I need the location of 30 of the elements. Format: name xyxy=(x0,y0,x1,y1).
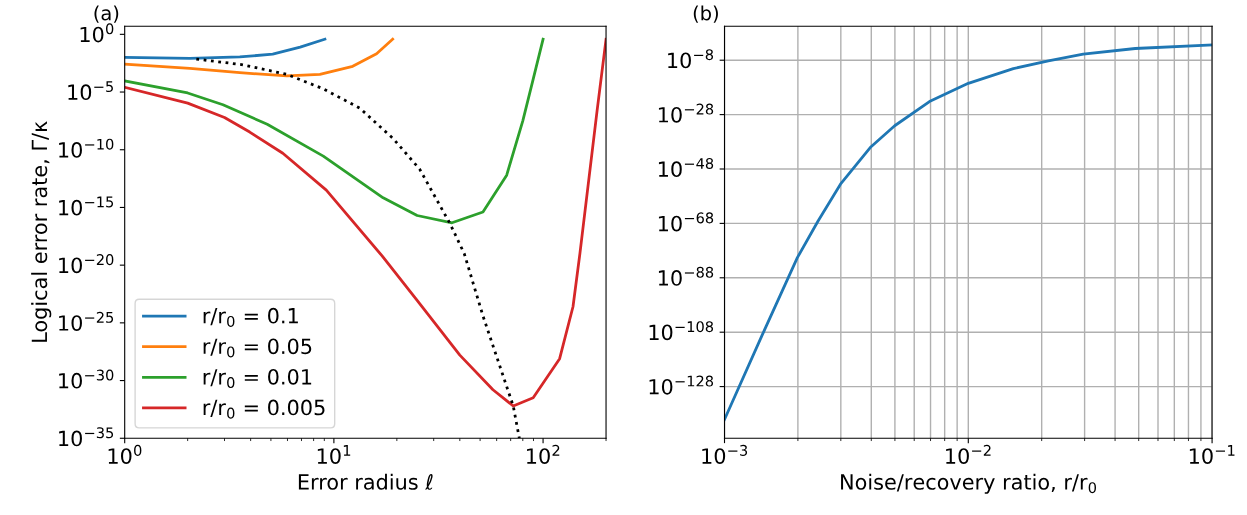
x-tick-label: 10$^{2}$ xyxy=(527,444,560,464)
legend-label: r/r$_{0}$ = 0.005 xyxy=(203,399,325,419)
y-tick-label: 10$^{−15}$ xyxy=(59,196,114,216)
y-tick-label: 10$^{−8}$ xyxy=(668,49,714,69)
legend-label: r/r$_{0}$ = 0.1 xyxy=(203,307,298,327)
y-tick-label: 10$^{−5}$ xyxy=(68,81,113,101)
text: (b) xyxy=(693,5,718,23)
x-tick-label: 10$^{−3}$ xyxy=(702,444,748,464)
y-tick-label: 10$^{−35}$ xyxy=(59,427,114,447)
text: (a) xyxy=(94,5,119,23)
y-tick-label: 10$^{−128}$ xyxy=(649,375,714,395)
y-tick-label: 10$^{−30}$ xyxy=(59,369,114,389)
x-axis-title: Noise/recovery ratio, r/r$_{0}$ xyxy=(841,473,1097,494)
legend-label: r/r$_{0}$ = 0.05 xyxy=(203,338,312,358)
x-tick-label: 10$^{0}$ xyxy=(108,444,142,464)
y-tick-label: 10$^{−108}$ xyxy=(649,321,714,341)
x-tick-label: 10$^{−1}$ xyxy=(1189,445,1235,464)
y-tick-label: 10$^{−88}$ xyxy=(658,266,714,286)
y-tick-label: 10$^{−28}$ xyxy=(658,103,714,123)
x-tick-label: 10$^{1}$ xyxy=(317,445,351,464)
legend-label: r/r$_{0}$ = 0.01 xyxy=(203,368,312,389)
y-tick-label: 10$^{−10}$ xyxy=(59,138,114,158)
y-axis-title: Logical error rate, Γ/κ xyxy=(31,121,52,342)
x-tick-label: 10$^{−2}$ xyxy=(946,444,991,464)
y-tick-label: 10$^{0}$ xyxy=(80,23,114,43)
x-axis-title: Error radius ℓ xyxy=(298,473,433,490)
y-tick-label: 10$^{−48}$ xyxy=(658,157,714,178)
y-tick-label: 10$^{−68}$ xyxy=(658,212,714,232)
y-tick-label: 10$^{−25}$ xyxy=(59,311,114,331)
y-tick-label: 10$^{−20}$ xyxy=(59,254,114,274)
